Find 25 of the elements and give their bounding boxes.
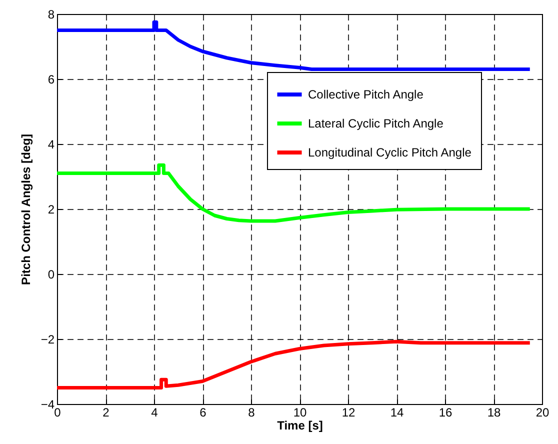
y-axis-title: Pitch Control Angles [deg] [18, 134, 33, 285]
legend-label: Lateral Cyclic Pitch Angle [308, 116, 444, 130]
y-tick-label: −2 [40, 332, 55, 346]
line-series [55, 20, 532, 71]
x-tick-label: 4 [151, 406, 158, 420]
x-tick-label: 12 [342, 406, 356, 420]
y-tick-label: 8 [48, 8, 55, 22]
line-series [55, 340, 532, 390]
y-tick-label: 4 [48, 138, 55, 152]
x-tick-label: 8 [248, 406, 256, 420]
y-tick-label: 0 [48, 268, 55, 282]
x-tick-label: 10 [293, 406, 307, 420]
legend-label: Collective Pitch Angle [308, 88, 424, 102]
x-tick-label: 16 [438, 406, 452, 420]
x-tick-label: 18 [487, 406, 501, 420]
legend-label: Longitudinal Cyclic Pitch Angle [308, 146, 472, 160]
x-tick-label: 6 [200, 406, 207, 420]
x-tick-label: 14 [390, 406, 404, 420]
y-tick-label: −4 [40, 398, 55, 412]
x-tick-label: 2 [102, 406, 110, 420]
line-series [55, 163, 532, 223]
y-tick-label: 2 [48, 202, 55, 216]
x-tick-label: 20 [536, 406, 550, 420]
x-axis-title: Time [s] [277, 418, 323, 432]
y-tick-label: 6 [48, 72, 55, 86]
